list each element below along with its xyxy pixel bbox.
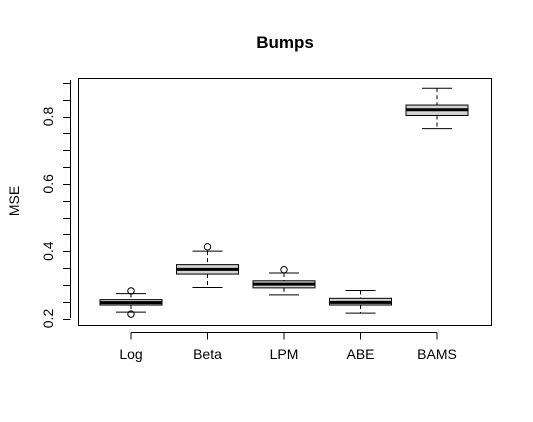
- y-tick-label: 0.8: [40, 107, 56, 127]
- x-tick-label: Log: [119, 346, 142, 362]
- y-axis: 0.2 0.4 0.6 0.8: [40, 80, 71, 328]
- x-tick-label: Beta: [193, 346, 222, 362]
- x-axis: Log Beta LPM ABE BAMS: [119, 332, 457, 362]
- outlier-point: [127, 310, 135, 318]
- box-bams: [405, 87, 469, 130]
- box-lpm: [252, 265, 316, 296]
- outlier-point: [280, 265, 288, 274]
- box-log: [99, 287, 163, 318]
- chart-title: Bumps: [256, 33, 314, 52]
- y-tick-label: 0.6: [40, 174, 56, 194]
- outlier-point: [203, 243, 212, 251]
- y-tick-label: 0.4: [40, 241, 56, 261]
- y-axis-label: MSE: [6, 186, 22, 216]
- y-tick-label: 0.2: [40, 309, 56, 329]
- x-tick-label: ABE: [346, 346, 374, 362]
- x-tick-label: BAMS: [417, 346, 457, 362]
- boxes-group: [99, 87, 469, 318]
- box-abe: [329, 290, 392, 314]
- outlier-point: [127, 287, 135, 295]
- plot-frame: [78, 78, 492, 326]
- x-tick-label: LPM: [270, 346, 299, 362]
- box-beta: [176, 243, 239, 289]
